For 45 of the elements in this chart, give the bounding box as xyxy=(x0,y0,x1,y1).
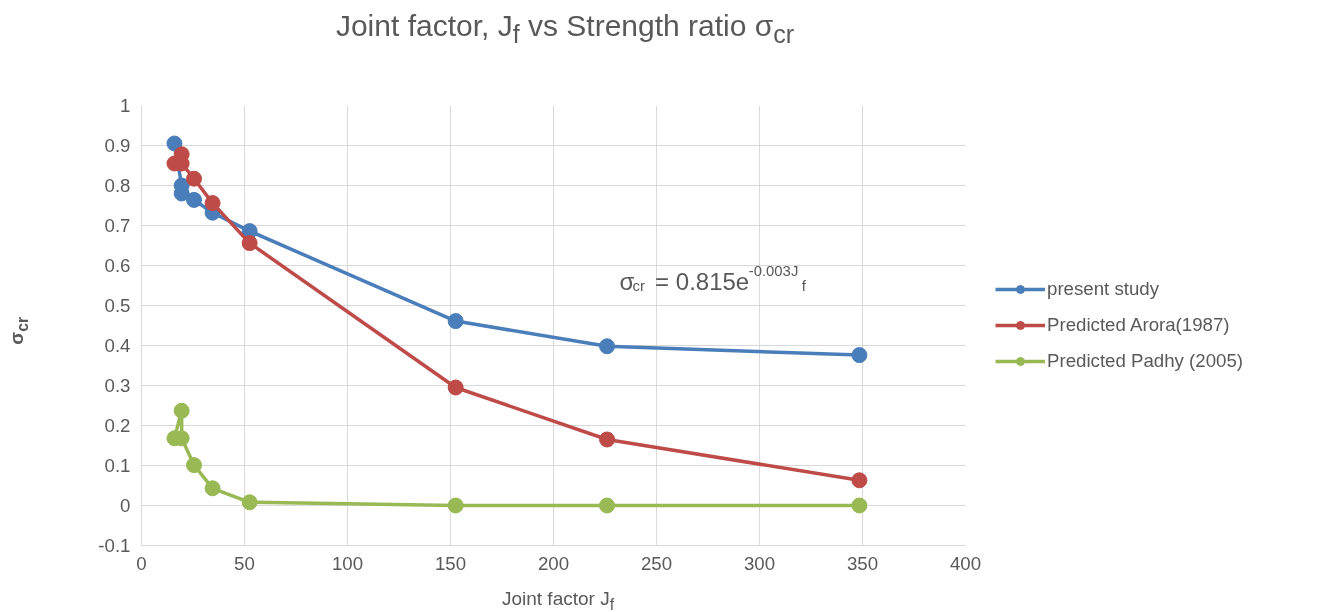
point xyxy=(599,431,616,448)
y-tick-label: 0.3 xyxy=(104,375,131,396)
x-tick-label: 50 xyxy=(234,552,255,574)
point xyxy=(851,347,868,364)
point xyxy=(241,235,258,252)
point xyxy=(166,135,183,152)
x-tick-label: 200 xyxy=(537,552,570,574)
y-tick-label: 0.2 xyxy=(104,415,131,436)
point xyxy=(204,480,221,497)
y-tick-label: 0.7 xyxy=(104,215,131,236)
y-tick-label: 0.8 xyxy=(104,175,131,196)
x-tick-label: 400 xyxy=(949,552,982,574)
point xyxy=(186,457,203,474)
point xyxy=(851,472,868,489)
legend-label: Predicted Padhy (2005) xyxy=(1047,350,1244,372)
y-tick-label: 0.5 xyxy=(104,295,131,316)
point xyxy=(186,170,203,187)
point xyxy=(599,338,616,355)
x-tick-label: 100 xyxy=(331,552,364,574)
x-tick-label: 0 xyxy=(136,552,147,574)
point xyxy=(851,497,868,514)
legend-label: Predicted Arora(1987) xyxy=(1047,314,1230,336)
y-tick-label: 0.4 xyxy=(104,335,131,356)
x-axis-title: Joint factor J$_{f}$ xyxy=(500,587,616,612)
point xyxy=(204,195,221,212)
point xyxy=(447,313,464,330)
x-tick-label: 150 xyxy=(434,552,467,574)
y-axis-title: σcr xyxy=(619,268,646,295)
legend-label: present study xyxy=(1047,278,1160,300)
point xyxy=(447,497,464,514)
x-tick-label: 250 xyxy=(640,552,673,574)
y-tick-label: 0.1 xyxy=(104,455,131,476)
chart-title: Joint factor, J$_{f}$ vs Strength ratio σ$_{cr}$ xyxy=(334,8,796,50)
y-tick-label: 0 xyxy=(120,495,131,516)
y-tick-label: 1 xyxy=(120,95,131,116)
x-tick-label: 300 xyxy=(743,552,776,574)
y-tick-label: 0.9 xyxy=(104,135,131,156)
point xyxy=(599,497,616,514)
y-tick-label: -0.1 xyxy=(98,535,131,556)
y-tick-label: 0.6 xyxy=(104,255,131,276)
point xyxy=(173,402,190,419)
point xyxy=(186,191,203,208)
point xyxy=(241,494,258,511)
point xyxy=(447,379,464,396)
x-tick-label: 350 xyxy=(846,552,879,574)
